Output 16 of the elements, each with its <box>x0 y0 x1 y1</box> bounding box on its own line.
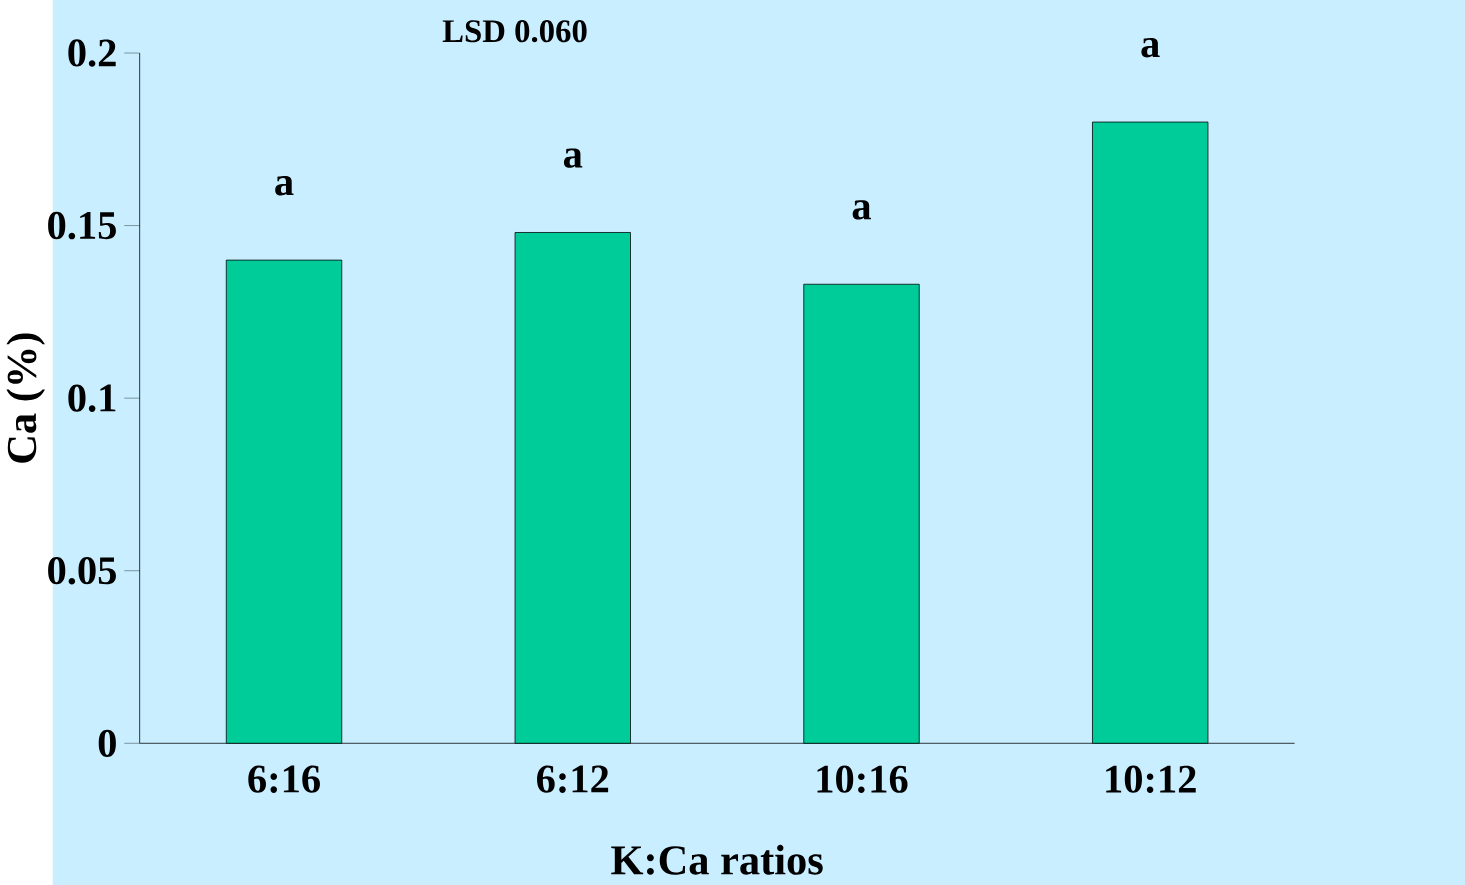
x-tick-label: 6:12 <box>537 765 609 793</box>
annotation: a <box>275 176 294 196</box>
y-tick-label: 0.15 <box>48 211 116 240</box>
y-tick-label: 0.05 <box>48 556 116 585</box>
x-tick-label: 10:16 <box>817 765 908 794</box>
annotation: a <box>1141 38 1160 58</box>
annotation: a <box>563 148 583 168</box>
y-tick-label: 0 <box>98 729 116 757</box>
x-tick-label: 6:16 <box>248 765 320 793</box>
annotation: a <box>852 200 871 220</box>
y-tick-label: 0.2 <box>68 39 116 67</box>
x-tick-label: 10:12 <box>1106 765 1196 794</box>
y-axis-title: Ca (%) <box>6 333 45 463</box>
text: LSD 0.060 <box>442 20 587 43</box>
y-tick-label: 0.1 <box>68 384 116 412</box>
x-axis-title: K:Ca ratios <box>611 844 823 875</box>
